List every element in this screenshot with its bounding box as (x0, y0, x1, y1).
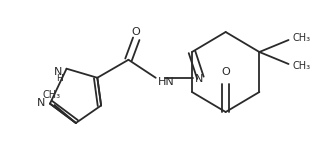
Text: CH₃: CH₃ (43, 90, 61, 100)
Text: H: H (56, 74, 63, 83)
Text: N: N (54, 67, 63, 77)
Text: O: O (221, 67, 230, 77)
Text: N: N (37, 98, 45, 108)
Text: CH₃: CH₃ (292, 61, 310, 71)
Text: HN: HN (158, 77, 174, 87)
Text: N: N (195, 74, 203, 84)
Text: O: O (132, 27, 141, 37)
Text: CH₃: CH₃ (292, 33, 310, 43)
